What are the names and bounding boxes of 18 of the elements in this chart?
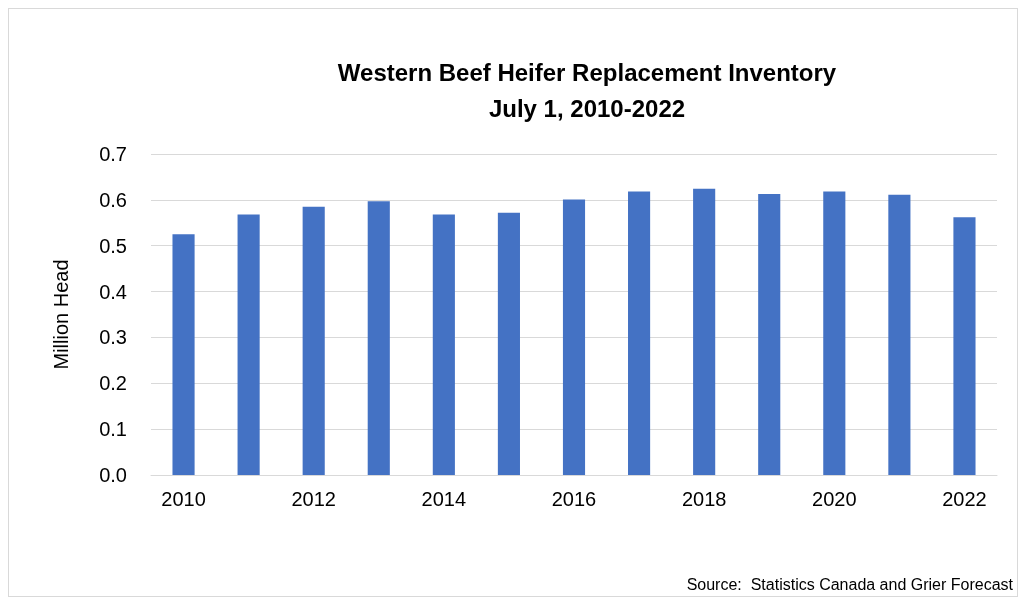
x-tick-label: 2010 [161,488,206,510]
y-tick-label: 0.6 [99,188,127,211]
y-tick-label: 0.5 [99,234,127,257]
x-tick-label: 2014 [421,488,467,510]
chart-title: Western Beef Heifer Replacement Inventory July 1, 2010-2022 [337,58,837,122]
y-tick-label: 0.3 [99,326,127,349]
y-tick-label: 0.0 [99,464,127,486]
y-tick-label: 0.7 [99,143,127,165]
x-tick-label: 2016 [551,488,597,510]
x-tick-label: 2022 [942,488,987,510]
y-tick-label: 0.1 [99,418,127,441]
y-tick-label: 0.4 [99,280,127,303]
x-tick-label: 2012 [291,488,336,510]
source-note: Source: Statistics Canada and Grier Forecast [686,575,1014,593]
x-tick-label: 2020 [812,488,857,510]
x-tick-label: 2018 [681,488,727,510]
y-axis-title: Million Head [50,259,72,370]
y-tick-label: 0.2 [99,372,127,395]
